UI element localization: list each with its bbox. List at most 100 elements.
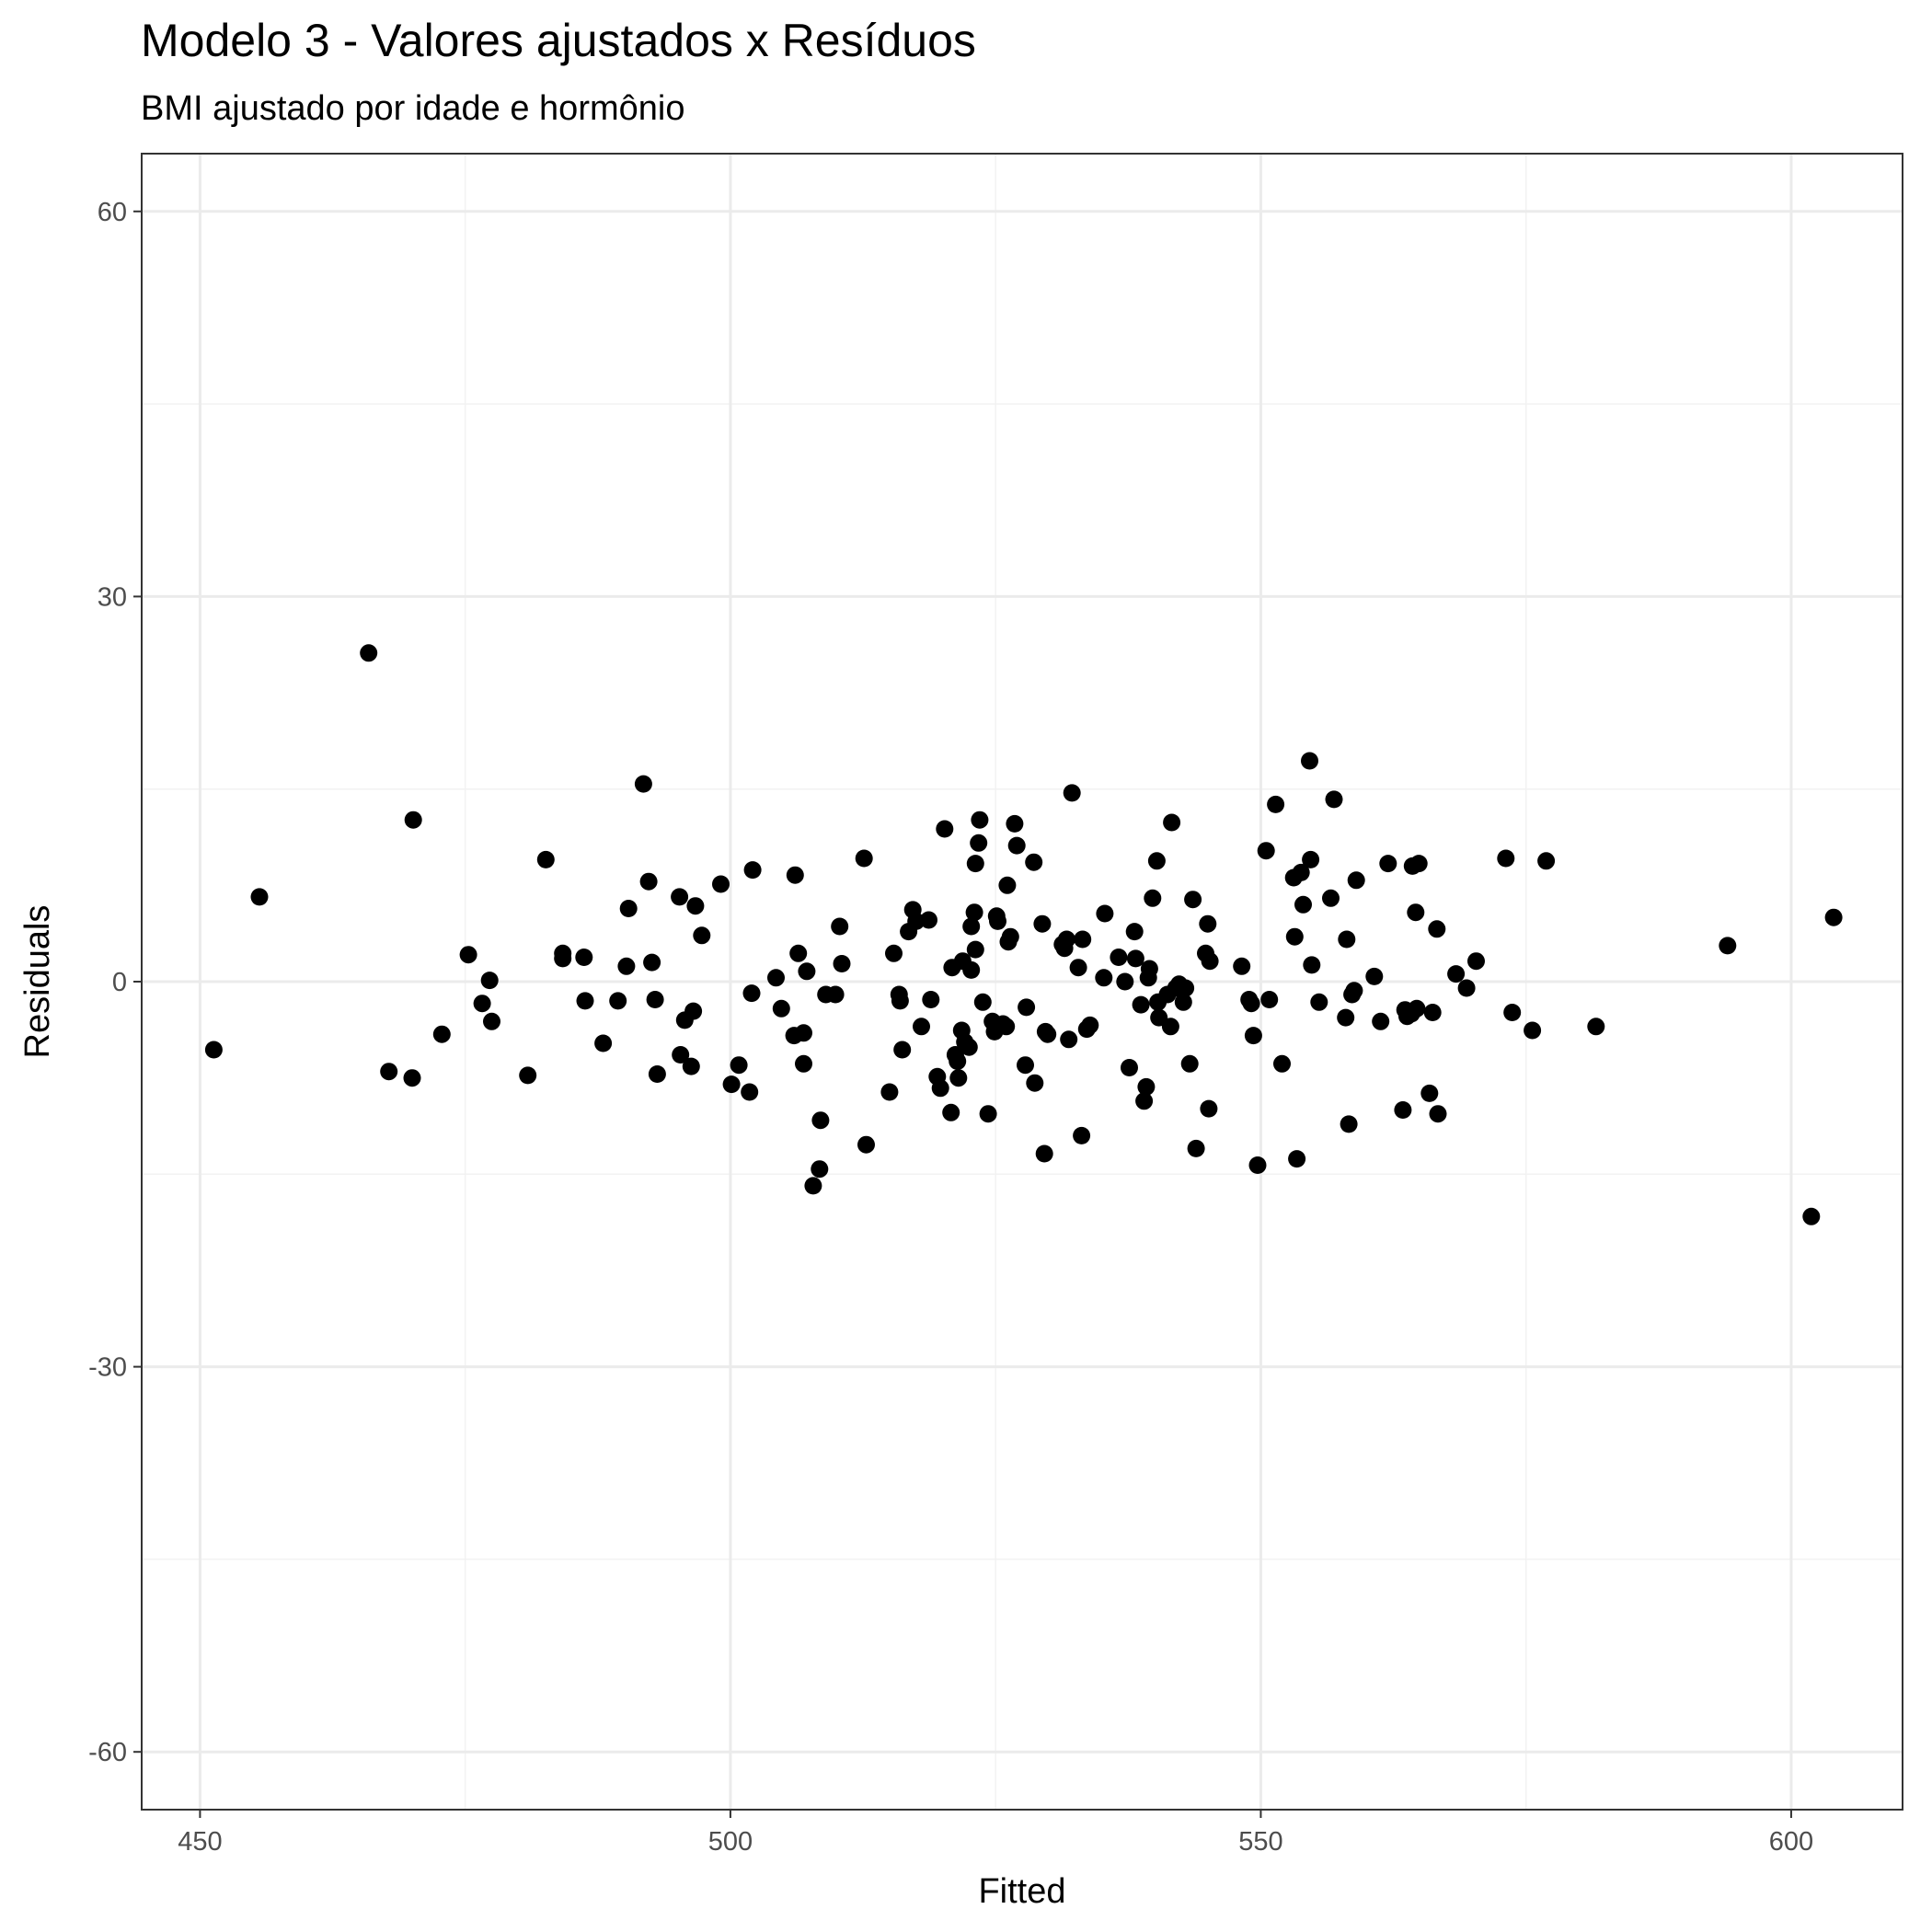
data-point xyxy=(1524,1021,1542,1040)
data-point xyxy=(1163,813,1181,832)
data-point xyxy=(1372,1012,1390,1030)
data-point xyxy=(432,1025,451,1043)
data-point xyxy=(1285,927,1304,946)
data-point xyxy=(885,944,903,962)
data-point xyxy=(1035,1144,1053,1163)
data-point xyxy=(722,1075,741,1094)
data-point xyxy=(1273,1054,1291,1073)
chart-subtitle: BMI ajustado por idade e hormônio xyxy=(141,89,684,128)
x-tick-label: 550 xyxy=(1238,1827,1282,1857)
data-point xyxy=(619,900,638,917)
data-point xyxy=(609,992,627,1010)
data-point xyxy=(639,872,658,891)
data-point xyxy=(250,888,269,906)
data-point xyxy=(1121,1059,1138,1076)
data-point xyxy=(1824,908,1843,926)
x-tick-label: 500 xyxy=(708,1827,753,1857)
data-point xyxy=(1060,1030,1078,1049)
data-point xyxy=(1257,842,1275,860)
data-point xyxy=(1125,923,1144,941)
data-point xyxy=(795,1024,812,1042)
data-point xyxy=(1301,752,1318,770)
data-point xyxy=(536,850,555,868)
data-point xyxy=(1147,852,1166,870)
data-point xyxy=(1074,930,1092,949)
data-point xyxy=(966,940,984,959)
data-point xyxy=(772,999,790,1018)
data-point xyxy=(730,1056,748,1075)
data-point xyxy=(1337,1008,1355,1027)
data-point xyxy=(682,1057,700,1075)
data-point xyxy=(646,991,664,1008)
data-point xyxy=(920,911,937,929)
data-point xyxy=(403,1069,421,1087)
data-point xyxy=(1267,795,1285,813)
data-point xyxy=(1144,889,1162,907)
data-point xyxy=(971,811,989,829)
data-point xyxy=(519,1066,537,1085)
data-point xyxy=(1110,949,1128,966)
data-point xyxy=(554,949,572,968)
data-point xyxy=(1503,1004,1522,1021)
y-tick-label: 60 xyxy=(98,198,127,227)
data-point xyxy=(459,946,477,964)
data-point xyxy=(380,1063,398,1081)
data-point xyxy=(1025,853,1043,871)
chart-title: Modelo 3 - Valores ajustados x Resíduos xyxy=(141,15,976,66)
data-point xyxy=(931,1079,949,1098)
data-point xyxy=(1420,1084,1439,1102)
x-tick-label: 600 xyxy=(1769,1827,1813,1857)
data-point xyxy=(1303,956,1321,974)
data-point xyxy=(1447,965,1466,983)
data-point xyxy=(1069,959,1087,977)
data-point xyxy=(973,993,992,1011)
data-point xyxy=(671,888,689,906)
x-axis-title: Fitted xyxy=(978,1872,1065,1911)
data-point xyxy=(965,903,983,922)
data-point xyxy=(648,1065,666,1083)
data-point xyxy=(1379,855,1397,873)
data-point xyxy=(962,917,981,936)
data-point xyxy=(970,834,988,852)
data-point xyxy=(949,1069,968,1087)
data-point xyxy=(913,1018,930,1036)
data-point xyxy=(1802,1207,1821,1225)
data-point xyxy=(1007,836,1026,855)
data-point xyxy=(962,960,981,979)
data-point xyxy=(1394,1101,1412,1119)
data-point xyxy=(907,912,926,930)
data-point xyxy=(1322,889,1340,907)
data-point xyxy=(1408,999,1426,1018)
data-point xyxy=(1199,914,1217,933)
data-point xyxy=(891,992,909,1010)
data-point xyxy=(1429,1105,1447,1123)
data-point xyxy=(1140,960,1158,978)
y-tick-label: -60 xyxy=(88,1738,127,1767)
data-point xyxy=(1126,949,1144,968)
y-tick-label: 30 xyxy=(98,582,127,612)
data-point xyxy=(1467,952,1485,971)
data-point xyxy=(1340,1115,1358,1133)
data-point xyxy=(1719,937,1737,955)
data-point xyxy=(1233,957,1251,975)
data-point xyxy=(1244,1027,1262,1045)
data-point xyxy=(1026,1074,1044,1092)
data-point xyxy=(922,991,940,1008)
data-point xyxy=(1017,1056,1034,1075)
data-point xyxy=(575,949,593,966)
data-point xyxy=(1001,927,1019,946)
data-point xyxy=(833,955,851,972)
data-point xyxy=(1537,852,1556,870)
data-point xyxy=(998,876,1017,894)
data-point xyxy=(1174,993,1192,1011)
data-point xyxy=(1177,979,1195,997)
data-point xyxy=(811,1111,830,1130)
major-gridlines xyxy=(142,154,1903,1810)
data-point xyxy=(1180,1054,1199,1073)
data-point xyxy=(1135,1092,1154,1110)
data-point xyxy=(936,820,954,838)
data-point xyxy=(1338,930,1356,949)
data-point xyxy=(712,875,730,893)
data-point xyxy=(831,917,849,936)
